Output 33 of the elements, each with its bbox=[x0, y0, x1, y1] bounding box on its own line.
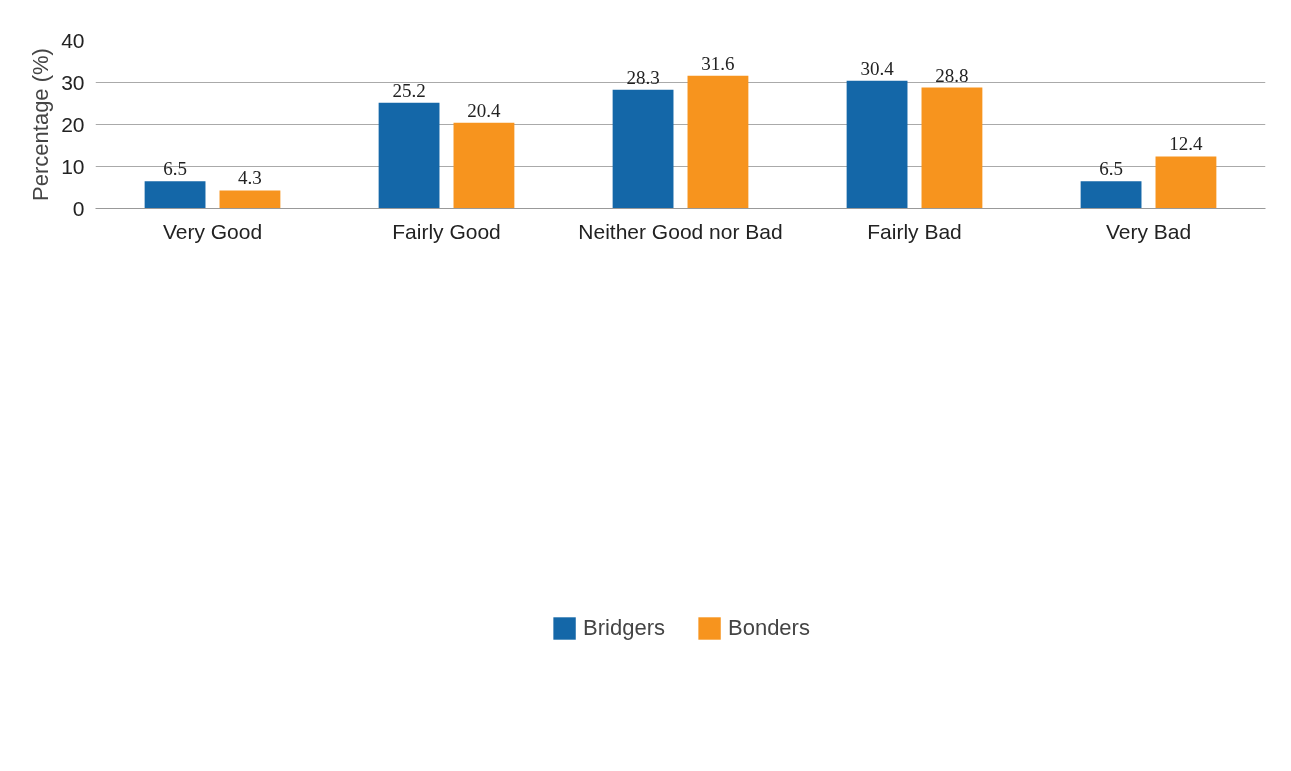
bar bbox=[687, 75, 749, 209]
data-label: 4.3 bbox=[238, 167, 262, 189]
x-tick-label: Neither Good nor Bad bbox=[578, 219, 783, 243]
bar bbox=[1080, 181, 1142, 209]
legend-label: Bridgers bbox=[583, 615, 665, 641]
y-tick-label: 0 bbox=[72, 196, 85, 220]
y-tick-label: 40 bbox=[61, 28, 85, 52]
data-label: 31.6 bbox=[701, 52, 735, 74]
bar bbox=[378, 102, 440, 209]
x-tick-label: Fairly Bad bbox=[867, 219, 962, 243]
data-label: 6.5 bbox=[163, 158, 187, 180]
x-tick-label: Very Good bbox=[162, 219, 263, 243]
bar bbox=[612, 89, 674, 209]
x-tick-label: Fairly Good bbox=[392, 219, 501, 243]
bar bbox=[219, 190, 281, 209]
bar bbox=[144, 181, 206, 209]
x-tick-label: Very Bad bbox=[1105, 219, 1192, 243]
data-label: 28.8 bbox=[935, 64, 969, 86]
data-label: 12.4 bbox=[1169, 133, 1204, 155]
data-label: 30.4 bbox=[860, 57, 895, 79]
data-label: 25.2 bbox=[392, 79, 426, 101]
data-label: 20.4 bbox=[467, 99, 502, 121]
y-tick-label: 30 bbox=[61, 70, 85, 94]
bar bbox=[1155, 156, 1217, 209]
legend-label: Bonders bbox=[727, 615, 810, 641]
bar bbox=[921, 87, 983, 209]
data-label: 6.5 bbox=[1099, 158, 1123, 180]
y-tick-label: 10 bbox=[61, 154, 85, 178]
y-axis-title: Percentage (%) bbox=[28, 48, 54, 201]
data-label: 28.3 bbox=[626, 66, 660, 88]
bar bbox=[453, 122, 515, 209]
y-tick-label: 20 bbox=[61, 112, 85, 136]
bar bbox=[846, 80, 908, 209]
